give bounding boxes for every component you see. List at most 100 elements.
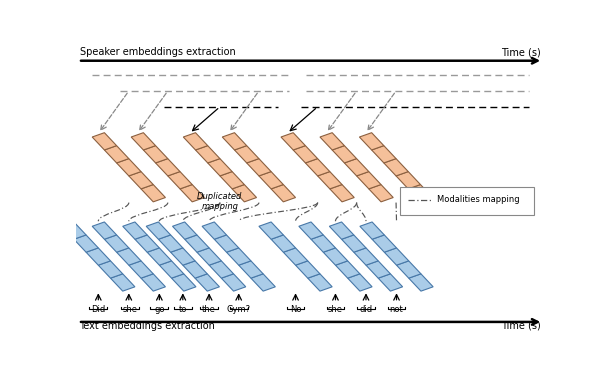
Polygon shape <box>110 274 135 291</box>
Polygon shape <box>209 261 233 278</box>
Polygon shape <box>396 172 421 189</box>
Polygon shape <box>323 248 348 265</box>
Text: to: to <box>179 305 187 314</box>
Polygon shape <box>247 159 271 176</box>
Polygon shape <box>330 184 355 202</box>
Polygon shape <box>74 235 98 252</box>
Polygon shape <box>195 274 219 291</box>
Text: the: the <box>202 305 216 314</box>
Polygon shape <box>92 133 116 150</box>
Polygon shape <box>171 248 195 265</box>
Polygon shape <box>366 261 390 278</box>
Polygon shape <box>259 222 284 239</box>
Polygon shape <box>123 222 147 239</box>
Polygon shape <box>332 145 356 163</box>
FancyBboxPatch shape <box>400 187 534 215</box>
Polygon shape <box>104 235 129 252</box>
Polygon shape <box>141 274 165 291</box>
Polygon shape <box>359 133 384 150</box>
Polygon shape <box>354 248 378 265</box>
Polygon shape <box>185 235 209 252</box>
Polygon shape <box>342 235 366 252</box>
Polygon shape <box>208 159 232 176</box>
Polygon shape <box>284 248 308 265</box>
Polygon shape <box>251 274 275 291</box>
Polygon shape <box>141 184 165 202</box>
Text: she: she <box>122 305 138 314</box>
Polygon shape <box>356 172 381 189</box>
Polygon shape <box>159 261 184 278</box>
Polygon shape <box>320 133 344 150</box>
Polygon shape <box>173 222 197 239</box>
Polygon shape <box>384 159 408 176</box>
Polygon shape <box>305 159 330 176</box>
Polygon shape <box>92 222 116 239</box>
Polygon shape <box>196 145 220 163</box>
Polygon shape <box>271 184 296 202</box>
Text: Time (s): Time (s) <box>501 321 541 331</box>
Polygon shape <box>98 261 122 278</box>
Polygon shape <box>158 235 183 252</box>
Text: Speaker embeddings extraction: Speaker embeddings extraction <box>79 47 235 57</box>
Polygon shape <box>197 248 221 265</box>
Polygon shape <box>116 159 141 176</box>
Polygon shape <box>156 159 180 176</box>
Polygon shape <box>311 235 336 252</box>
Polygon shape <box>296 261 320 278</box>
Polygon shape <box>281 133 305 150</box>
Polygon shape <box>369 184 393 202</box>
Text: Modalities mapping: Modalities mapping <box>438 195 520 204</box>
Polygon shape <box>183 133 208 150</box>
Polygon shape <box>171 274 196 291</box>
Polygon shape <box>235 145 259 163</box>
Polygon shape <box>183 261 207 278</box>
Polygon shape <box>408 274 433 291</box>
Polygon shape <box>330 222 354 239</box>
Polygon shape <box>168 172 192 189</box>
Polygon shape <box>271 235 296 252</box>
Polygon shape <box>180 184 204 202</box>
Polygon shape <box>293 145 318 163</box>
Polygon shape <box>396 261 421 278</box>
Polygon shape <box>202 222 227 239</box>
Polygon shape <box>86 248 110 265</box>
Polygon shape <box>348 274 372 291</box>
Polygon shape <box>131 133 156 150</box>
Text: go: go <box>154 305 165 314</box>
Polygon shape <box>221 274 246 291</box>
Polygon shape <box>222 133 247 150</box>
Polygon shape <box>299 222 323 239</box>
Polygon shape <box>144 145 168 163</box>
Polygon shape <box>378 274 402 291</box>
Polygon shape <box>239 261 263 278</box>
Polygon shape <box>372 235 396 252</box>
Polygon shape <box>116 248 141 265</box>
Text: did: did <box>359 305 373 314</box>
Text: she: she <box>328 305 343 314</box>
Text: not: not <box>390 305 404 314</box>
Text: Time (s): Time (s) <box>501 47 541 57</box>
Polygon shape <box>129 261 153 278</box>
Text: Gym?: Gym? <box>227 305 251 314</box>
Polygon shape <box>408 184 433 202</box>
Polygon shape <box>227 248 251 265</box>
Polygon shape <box>147 248 171 265</box>
Polygon shape <box>129 172 153 189</box>
Polygon shape <box>336 261 360 278</box>
Text: Duplicated
mapping: Duplicated mapping <box>197 192 242 211</box>
Text: No: No <box>290 305 301 314</box>
Polygon shape <box>215 235 239 252</box>
Text: Text embeddings extraction: Text embeddings extraction <box>79 321 215 331</box>
Polygon shape <box>62 222 86 239</box>
Polygon shape <box>344 159 369 176</box>
Polygon shape <box>384 248 408 265</box>
Polygon shape <box>259 172 284 189</box>
Polygon shape <box>104 145 129 163</box>
Polygon shape <box>360 222 384 239</box>
Polygon shape <box>220 172 244 189</box>
Polygon shape <box>371 145 396 163</box>
Text: Did: Did <box>91 305 105 314</box>
Polygon shape <box>146 222 171 239</box>
Polygon shape <box>232 184 256 202</box>
Polygon shape <box>318 172 342 189</box>
